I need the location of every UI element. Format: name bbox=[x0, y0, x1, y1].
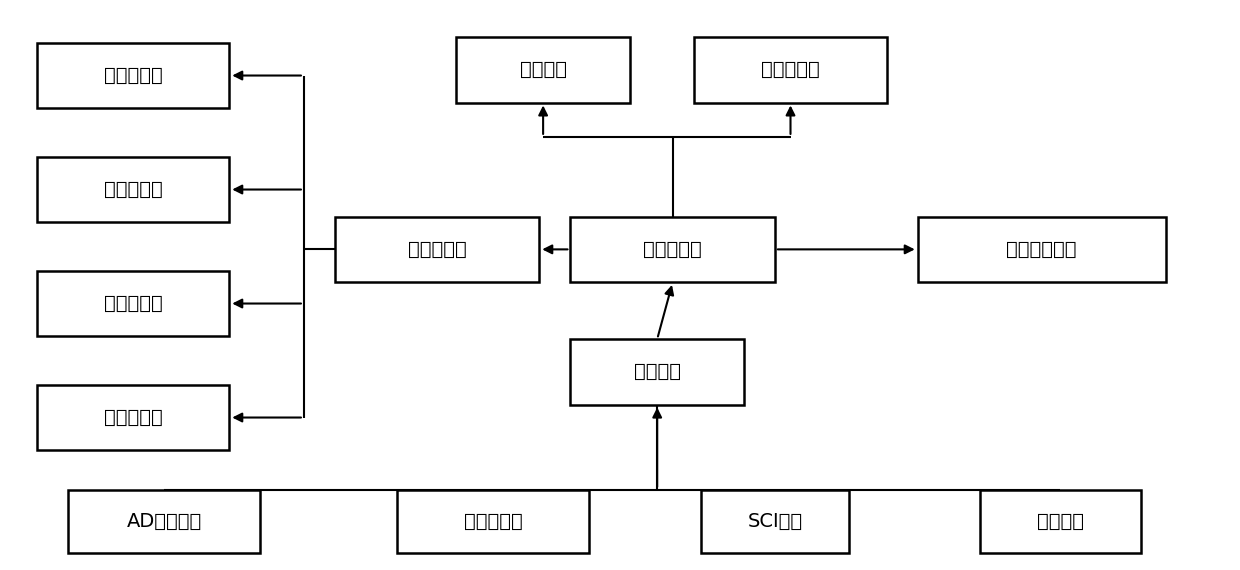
Text: 主监控程序: 主监控程序 bbox=[644, 240, 702, 259]
Bar bbox=[37, 43, 229, 108]
Bar bbox=[570, 217, 775, 282]
Text: AD采样中断: AD采样中断 bbox=[126, 512, 202, 531]
Text: 定时器中断: 定时器中断 bbox=[464, 512, 522, 531]
Bar bbox=[37, 385, 229, 450]
Text: 初始化模块: 初始化模块 bbox=[408, 240, 466, 259]
Text: 励磁初始化: 励磁初始化 bbox=[104, 294, 162, 313]
Bar bbox=[37, 157, 229, 222]
Bar bbox=[335, 217, 539, 282]
Bar bbox=[570, 339, 744, 405]
Text: 数据初始化: 数据初始化 bbox=[104, 408, 162, 427]
Bar bbox=[37, 271, 229, 336]
Text: 外设初始化: 外设初始化 bbox=[104, 180, 162, 199]
Bar bbox=[918, 217, 1166, 282]
Bar bbox=[701, 490, 849, 553]
Bar bbox=[980, 490, 1141, 553]
Text: 系统初始化: 系统初始化 bbox=[104, 66, 162, 85]
Text: 算法模块: 算法模块 bbox=[520, 60, 567, 79]
Bar bbox=[456, 37, 630, 103]
Bar bbox=[694, 37, 887, 103]
Text: SCI中断: SCI中断 bbox=[748, 512, 802, 531]
Text: 看门狗模块: 看门狗模块 bbox=[761, 60, 820, 79]
Text: 中断模块: 中断模块 bbox=[634, 363, 681, 381]
Text: 按键中断: 按键中断 bbox=[1037, 512, 1084, 531]
Bar bbox=[397, 490, 589, 553]
Text: 人机交互模块: 人机交互模块 bbox=[1007, 240, 1076, 259]
Bar bbox=[68, 490, 260, 553]
